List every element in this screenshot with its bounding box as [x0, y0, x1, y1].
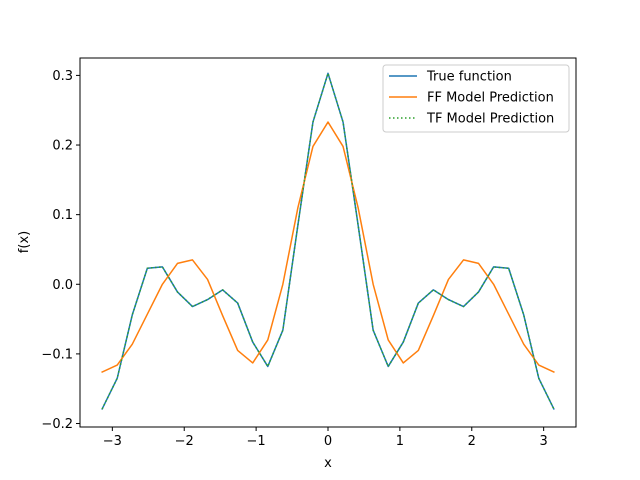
- series-line-ff-model: [101, 121, 555, 373]
- x-tick-label: 0: [324, 434, 332, 449]
- legend-label-ff-model: FF Model Prediction: [427, 91, 554, 106]
- legend-label-tf-model: TF Model Prediction: [426, 112, 554, 127]
- legend-box: [382, 64, 570, 133]
- series-line-tf-model: [101, 72, 555, 410]
- series-layer: [101, 72, 555, 410]
- legend-label-true-function: True function: [426, 70, 512, 85]
- y-axis-ticks: −0.2 −0.1 0.0 0.1 0.2 0.3: [41, 69, 80, 432]
- x-tick-label: 3: [540, 434, 548, 449]
- y-tick-label: −0.2: [41, 417, 73, 432]
- y-tick-label: 0.2: [52, 139, 73, 154]
- x-axis-ticks: −3 −2 −1 0 1 2 3: [103, 427, 548, 449]
- y-tick-label: 0.0: [52, 278, 73, 293]
- y-axis-label: f(x): [17, 231, 32, 253]
- y-tick-label: 0.3: [52, 69, 73, 84]
- y-tick-label: 0.1: [52, 208, 73, 223]
- x-tick-label: −2: [175, 434, 194, 449]
- x-tick-label: 2: [468, 434, 476, 449]
- x-tick-label: 1: [396, 434, 404, 449]
- y-tick-label: −0.1: [41, 347, 73, 362]
- x-tick-label: −3: [103, 434, 122, 449]
- x-tick-label: −1: [247, 434, 266, 449]
- x-axis-label: x: [324, 456, 332, 471]
- legend: True function FF Model Prediction TF Mod…: [382, 64, 570, 133]
